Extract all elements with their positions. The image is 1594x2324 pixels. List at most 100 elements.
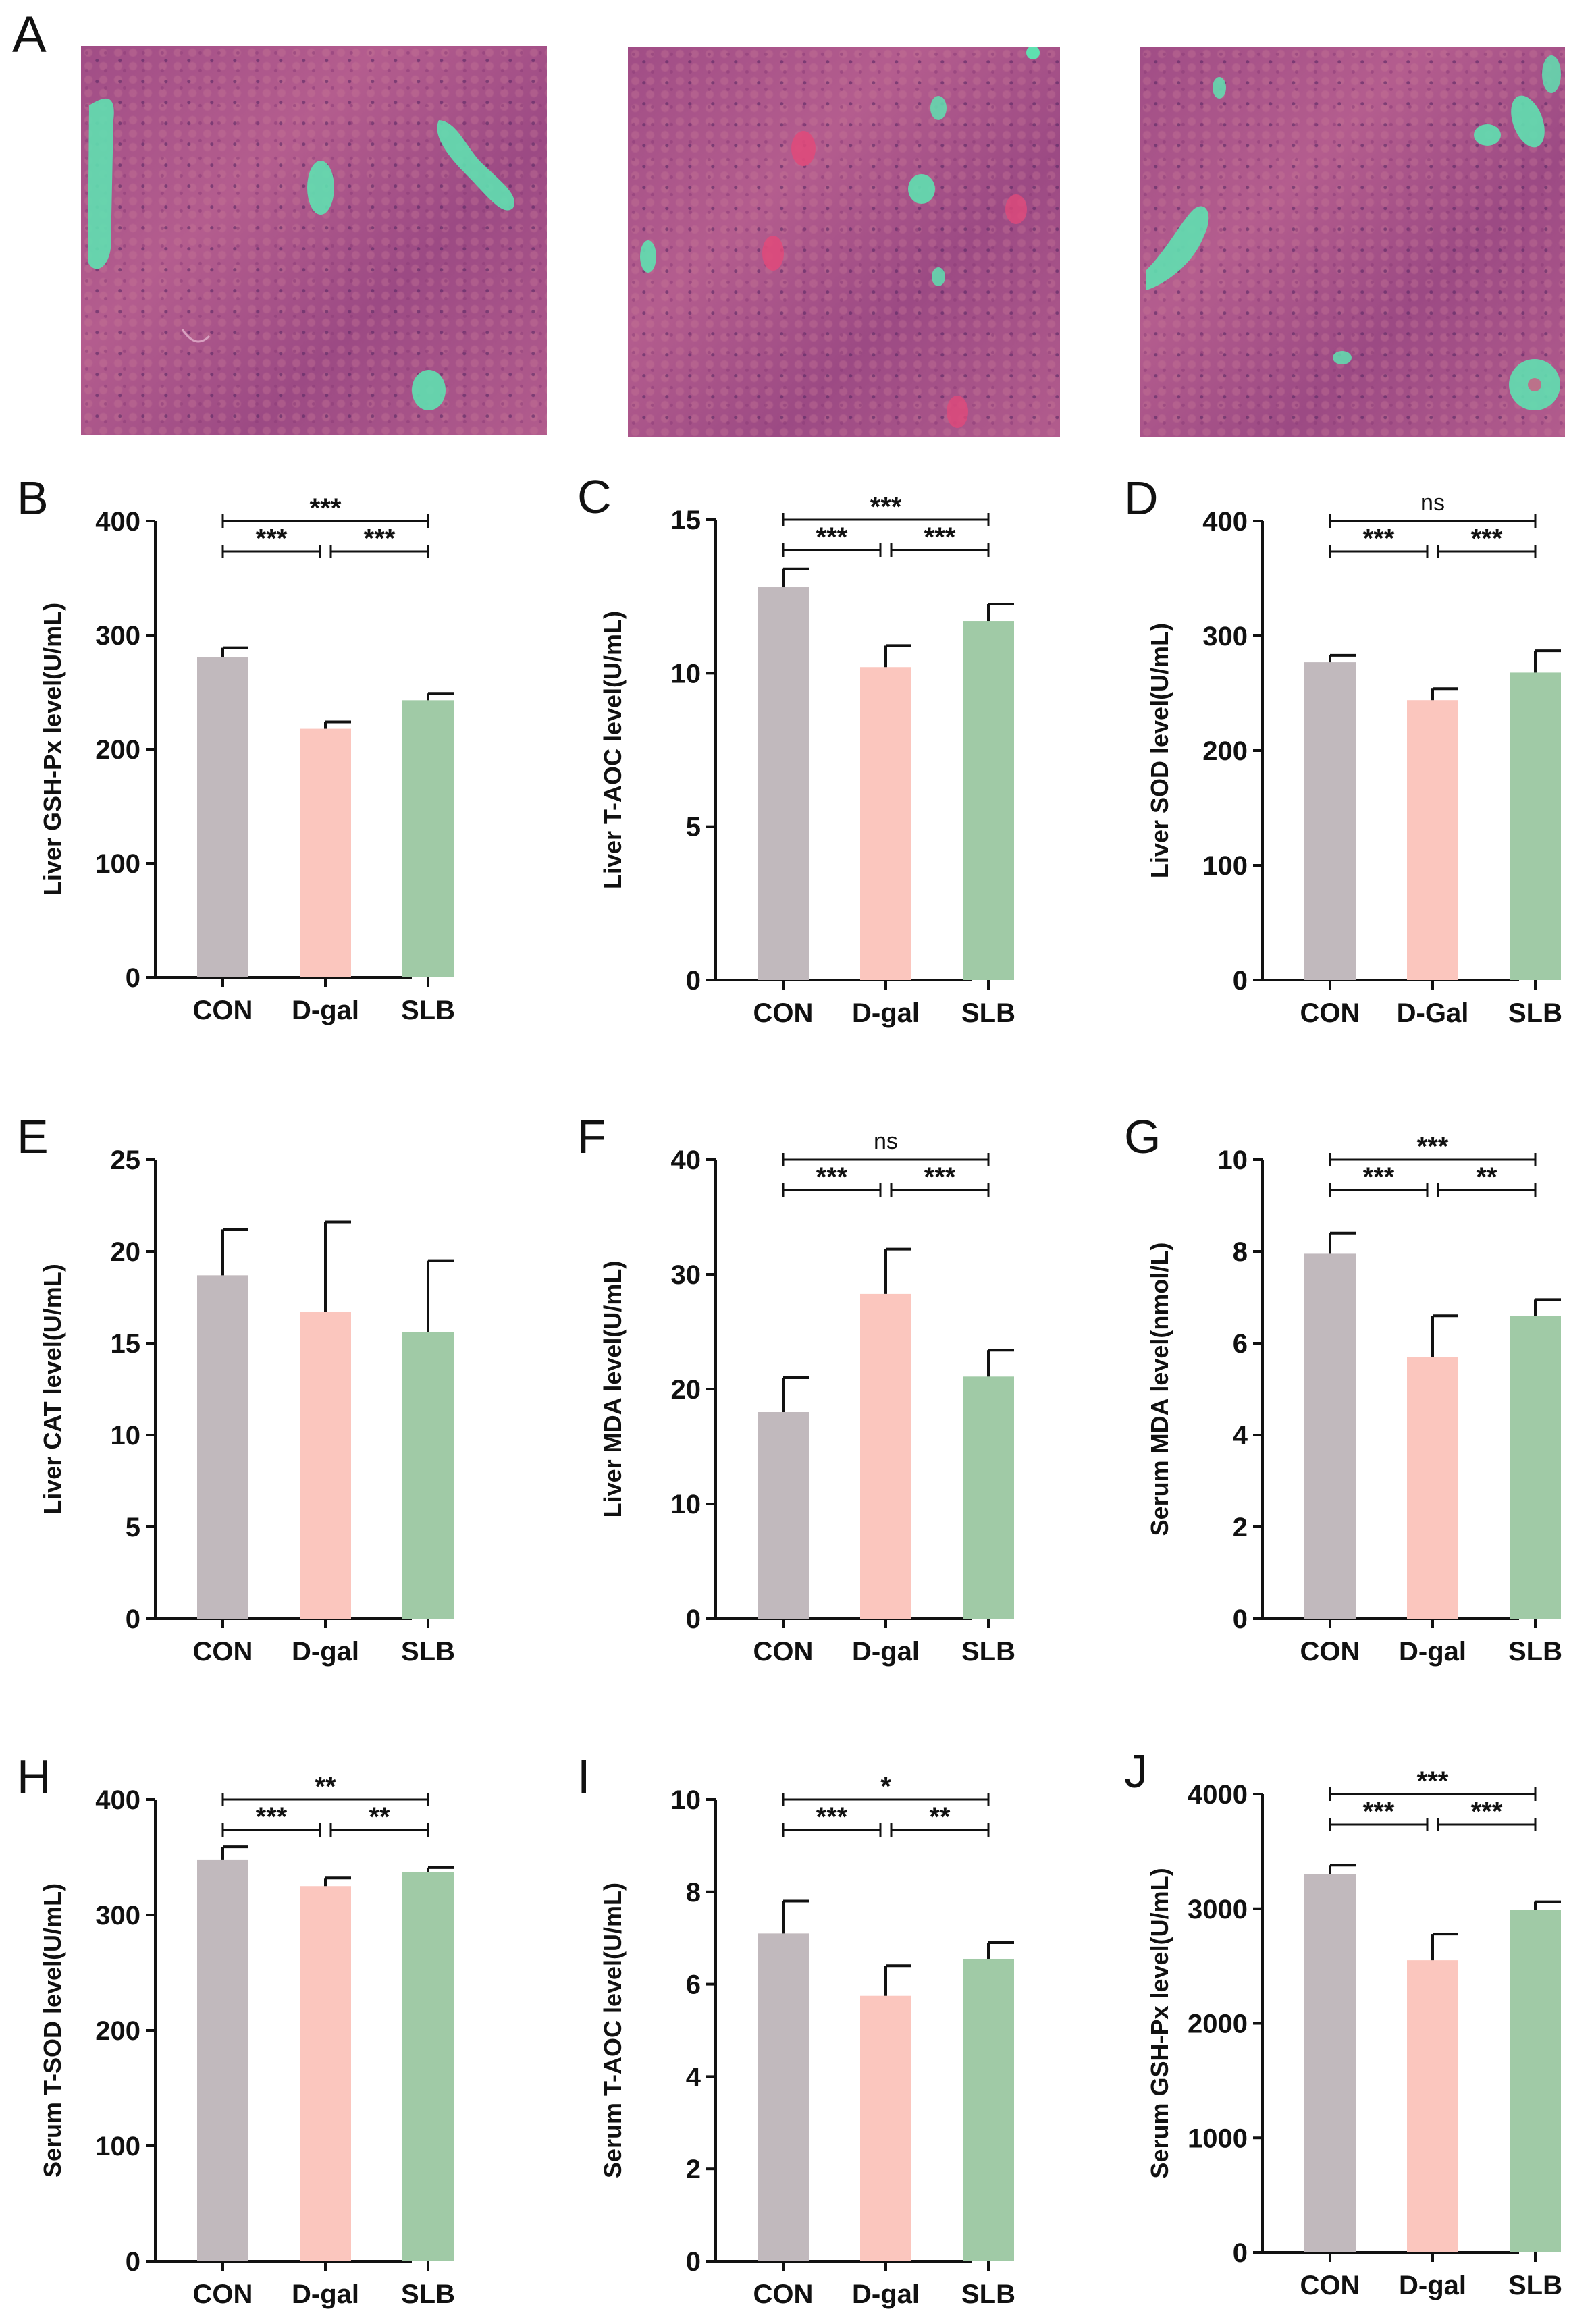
x-tick-label-e-0: CON <box>193 1637 253 1667</box>
x-tick-label-h-0: CON <box>193 2279 253 2309</box>
y-tick-label-f: 10 <box>671 1490 701 1519</box>
y-tick-label-c: 10 <box>671 659 701 688</box>
y-tick-label-g: 8 <box>1233 1237 1248 1267</box>
y-tick-label-h: 200 <box>95 2016 140 2046</box>
x-tick-label-i-1: D-gal <box>852 2279 920 2309</box>
y-tick-label-g: 10 <box>1218 1145 1248 1175</box>
y-tick-label-e: 10 <box>111 1421 141 1451</box>
y-axis-label-d: Liver SOD level(U/mL) <box>1146 623 1173 878</box>
bar-c-2 <box>963 621 1014 980</box>
x-tick-label-g-0: CON <box>1300 1637 1360 1667</box>
panel-label-i: I <box>577 1750 590 1803</box>
bar-f-0 <box>758 1412 809 1619</box>
bar-b-2 <box>402 700 454 977</box>
bar-g-0 <box>1304 1253 1356 1619</box>
panel-label-g: G <box>1124 1110 1161 1163</box>
panel-label-e: E <box>17 1110 49 1163</box>
bar-e-1 <box>300 1312 351 1619</box>
significance-b-0-1-label: *** <box>256 524 288 553</box>
bar-h-2 <box>402 1872 454 2261</box>
y-axis-label-j: Serum GSH-Px level(U/mL) <box>1146 1868 1173 2178</box>
x-tick-label-h-2: SLB <box>401 2279 455 2309</box>
y-tick-label-c: 15 <box>671 506 701 535</box>
y-tick-label-f: 40 <box>671 1145 701 1175</box>
y-tick-label-f: 30 <box>671 1260 701 1290</box>
significance-h-0-1-label: *** <box>256 1802 288 1832</box>
panel-label-b: B <box>17 472 49 524</box>
x-tick-label-g-1: D-gal <box>1399 1637 1466 1667</box>
x-tick-label-b-2: SLB <box>401 996 455 1025</box>
y-tick-label-b: 400 <box>95 507 140 537</box>
bar-c-0 <box>758 587 809 980</box>
bar-b-0 <box>197 657 248 977</box>
significance-c-1-2-label: *** <box>924 522 956 552</box>
y-tick-label-j: 4000 <box>1188 1780 1248 1810</box>
bar-d-1 <box>1407 700 1458 980</box>
x-tick-label-f-1: D-gal <box>852 1637 920 1667</box>
x-tick-label-e-2: SLB <box>401 1637 455 1667</box>
y-tick-label-d: 300 <box>1202 622 1248 651</box>
significance-f-0-1-label: *** <box>816 1162 848 1192</box>
y-tick-label-g: 0 <box>1233 1604 1248 1634</box>
significance-j-0-1-label: *** <box>1363 1797 1395 1827</box>
x-tick-label-j-0: CON <box>1300 2271 1360 2300</box>
significance-h-0-2-label: ** <box>315 1772 336 1802</box>
y-tick-label-f: 0 <box>686 1604 701 1634</box>
y-axis-label-c: Liver T-AOC level(U/mL) <box>599 611 627 889</box>
y-tick-label-b: 0 <box>126 963 140 993</box>
bar-g-1 <box>1407 1357 1458 1619</box>
x-tick-label-d-2: SLB <box>1508 998 1562 1028</box>
bar-j-1 <box>1407 1960 1458 2252</box>
significance-b-1-2-label: *** <box>364 524 396 553</box>
bar-h-1 <box>300 1886 351 2261</box>
y-axis-label-g: Serum MDA level(nmol/L) <box>1146 1243 1173 1536</box>
x-tick-label-g-2: SLB <box>1508 1637 1562 1667</box>
y-tick-label-d: 0 <box>1233 966 1248 996</box>
significance-i-1-2-label: ** <box>929 1802 951 1832</box>
x-tick-label-c-1: D-gal <box>852 998 920 1028</box>
histology-image-dgal <box>628 47 1060 437</box>
y-tick-label-b: 100 <box>95 849 140 879</box>
panel-label-d: D <box>1124 472 1159 524</box>
bar-e-2 <box>402 1332 454 1619</box>
y-tick-label-e: 5 <box>126 1513 140 1542</box>
panel-label-f: F <box>577 1110 606 1163</box>
y-tick-label-g: 6 <box>1233 1329 1248 1359</box>
y-tick-label-i: 6 <box>686 1970 701 2000</box>
bar-i-1 <box>860 1995 911 2261</box>
y-axis-label-h: Serum T-SOD level(U/mL) <box>38 1883 66 2178</box>
x-tick-label-f-0: CON <box>753 1637 814 1667</box>
x-tick-label-i-0: CON <box>753 2279 814 2309</box>
significance-h-1-2-label: ** <box>369 1802 390 1832</box>
x-tick-label-d-1: D-Gal <box>1397 998 1469 1028</box>
y-tick-label-f: 20 <box>671 1375 701 1405</box>
y-tick-label-g: 2 <box>1233 1513 1248 1542</box>
y-tick-label-h: 300 <box>95 1901 140 1930</box>
y-tick-label-j: 1000 <box>1188 2124 1248 2153</box>
bar-b-1 <box>300 728 351 977</box>
y-tick-label-d: 400 <box>1202 507 1248 537</box>
bar-j-2 <box>1510 1910 1561 2252</box>
y-tick-label-i: 8 <box>686 1878 701 1908</box>
significance-j-0-2-label: *** <box>1417 1766 1449 1796</box>
y-tick-label-g: 4 <box>1233 1421 1248 1451</box>
y-axis-label-b: Liver GSH-Px level(U/mL) <box>38 603 66 896</box>
significance-c-0-1-label: *** <box>816 522 848 552</box>
y-tick-label-i: 4 <box>686 2062 701 2092</box>
y-tick-label-j: 0 <box>1233 2238 1248 2268</box>
y-tick-label-i: 10 <box>671 1785 701 1815</box>
significance-i-0-1-label: *** <box>816 1802 848 1832</box>
y-tick-label-j: 2000 <box>1188 2009 1248 2039</box>
x-tick-label-d-0: CON <box>1300 998 1360 1028</box>
x-tick-label-c-0: CON <box>753 998 814 1028</box>
y-tick-label-j: 3000 <box>1188 1895 1248 1924</box>
y-tick-label-h: 0 <box>126 2247 140 2277</box>
bar-d-0 <box>1304 662 1356 980</box>
bar-f-1 <box>860 1293 911 1619</box>
y-tick-label-c: 5 <box>686 813 701 842</box>
significance-d-0-2-label: ns <box>1420 490 1445 516</box>
significance-f-1-2-label: *** <box>924 1162 956 1192</box>
y-tick-label-e: 25 <box>111 1145 141 1175</box>
panel-label-c: C <box>577 470 612 523</box>
x-tick-label-i-2: SLB <box>961 2279 1015 2309</box>
